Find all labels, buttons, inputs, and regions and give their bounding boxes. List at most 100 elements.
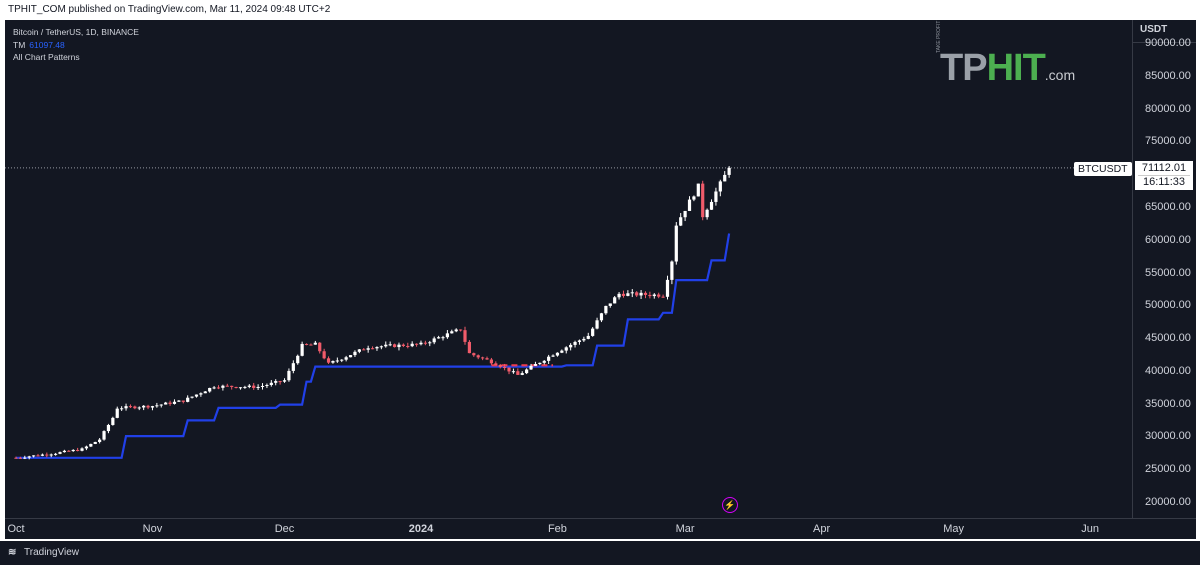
candle-up: [696, 183, 700, 197]
candle-up: [238, 387, 243, 389]
candle-up: [560, 350, 564, 353]
candle-up: [538, 362, 542, 365]
candle-up: [454, 329, 458, 332]
candle-down: [643, 292, 648, 295]
legend-patterns[interactable]: All Chart Patterns: [13, 52, 80, 62]
candle-up: [98, 439, 102, 442]
candle-up: [525, 369, 529, 374]
candle-up: [300, 343, 304, 356]
candle-down: [476, 355, 480, 358]
tm-value: 61097.48: [29, 39, 65, 50]
price-tick: 90000.00: [1145, 37, 1191, 49]
candle-down: [234, 386, 238, 388]
candle-up: [80, 448, 84, 451]
candle-up: [159, 404, 163, 406]
candle-down: [225, 385, 229, 387]
candle-up: [331, 361, 335, 363]
candle-down: [326, 358, 331, 363]
tradingview-logo-icon[interactable]: ≋: [8, 547, 17, 558]
legend-tm[interactable]: TM 61097.48: [13, 39, 139, 52]
time-tick: Nov: [142, 523, 163, 535]
time-tick: May: [943, 523, 965, 535]
candle-up: [155, 405, 159, 407]
price-tick: 40000.00: [1145, 364, 1191, 377]
publish-header: TPHIT_COM published on TradingView.com, …: [0, 0, 1200, 20]
candle-up: [692, 196, 696, 200]
candle-up: [199, 393, 203, 395]
currency-label[interactable]: USDT: [1140, 24, 1168, 35]
candle-down: [489, 359, 494, 364]
candle-up: [670, 261, 674, 280]
candle-down: [146, 405, 150, 408]
candle-down: [406, 345, 410, 347]
candle-up: [115, 408, 119, 418]
candle-up: [208, 387, 212, 392]
candle-up: [384, 344, 388, 347]
candle-up: [89, 443, 93, 447]
candle-down: [621, 293, 626, 296]
candle-up: [353, 351, 357, 356]
last-price-tag: 71112.01 16:11:33: [1135, 161, 1193, 190]
candle-down: [472, 353, 476, 356]
candle-up: [106, 424, 111, 432]
candle-up: [652, 294, 656, 297]
candle-down: [370, 348, 375, 350]
time-tick: Apr: [813, 523, 831, 535]
logo-hit: HIT: [986, 47, 1046, 89]
time-tick: Jun: [1081, 523, 1099, 535]
candle-up: [172, 401, 177, 404]
price-tick: 25000.00: [1145, 463, 1191, 476]
candle-up: [428, 342, 432, 344]
candle-down: [168, 402, 172, 404]
candle-up: [577, 340, 582, 342]
time-tick: Feb: [547, 523, 567, 535]
price-tick: 55000.00: [1145, 266, 1191, 279]
time-scale[interactable]: Oct Nov Dec 2024 Feb Mar Apr May Jun: [5, 518, 1196, 539]
candle-up: [111, 417, 115, 425]
candle-down: [498, 364, 502, 368]
footer-bar: ≋ TradingView: [0, 541, 1200, 565]
tradingview-brand[interactable]: TradingView: [24, 547, 80, 558]
candle-down: [485, 358, 489, 360]
candle-up: [617, 293, 621, 298]
candle-up: [256, 386, 260, 388]
candle-up: [705, 209, 709, 218]
candle-up: [247, 385, 251, 387]
publish-text: TPHIT_COM published on TradingView.com, …: [8, 4, 331, 15]
time-tick: Dec: [274, 523, 295, 535]
candle-down: [252, 385, 256, 388]
chart-frame[interactable]: Bitcoin / TetherUS, 1D, BINANCE TM 61097.…: [5, 20, 1196, 539]
candle-up: [555, 352, 560, 356]
candle-up: [124, 406, 128, 409]
candle-up: [194, 394, 199, 397]
price-tick: 85000.00: [1145, 69, 1191, 82]
candle-down: [278, 381, 282, 383]
candle-up: [379, 346, 383, 348]
logo-tagline: TAKE PROFIT: [936, 20, 942, 53]
candle-up: [344, 357, 348, 360]
candle-up: [599, 313, 604, 321]
candle-up: [591, 328, 595, 336]
candle-up: [679, 217, 683, 226]
candle-down: [230, 385, 234, 387]
candle-up: [260, 385, 265, 387]
candle-down: [467, 341, 472, 354]
candle-up: [27, 456, 31, 458]
candle-up: [727, 167, 731, 175]
event-flash-icon[interactable]: ⚡: [722, 497, 738, 513]
candle-down: [459, 329, 463, 331]
candle-down: [322, 351, 326, 359]
currency-divider: [1133, 42, 1196, 43]
candle-down: [362, 349, 366, 351]
candle-up: [665, 279, 670, 297]
candle-down: [216, 387, 221, 389]
price-scale[interactable]: USDT 90000.0085000.0080000.0075000.00700…: [1132, 20, 1196, 518]
candle-up: [282, 380, 287, 382]
candle-up: [626, 293, 630, 296]
candle-down: [318, 342, 322, 352]
candle-up: [511, 371, 516, 373]
candle-down: [36, 455, 40, 457]
legend-symbol[interactable]: Bitcoin / TetherUS, 1D, BINANCE: [13, 27, 139, 37]
time-tick: 2024: [408, 523, 434, 535]
price-chart[interactable]: [5, 20, 1132, 518]
